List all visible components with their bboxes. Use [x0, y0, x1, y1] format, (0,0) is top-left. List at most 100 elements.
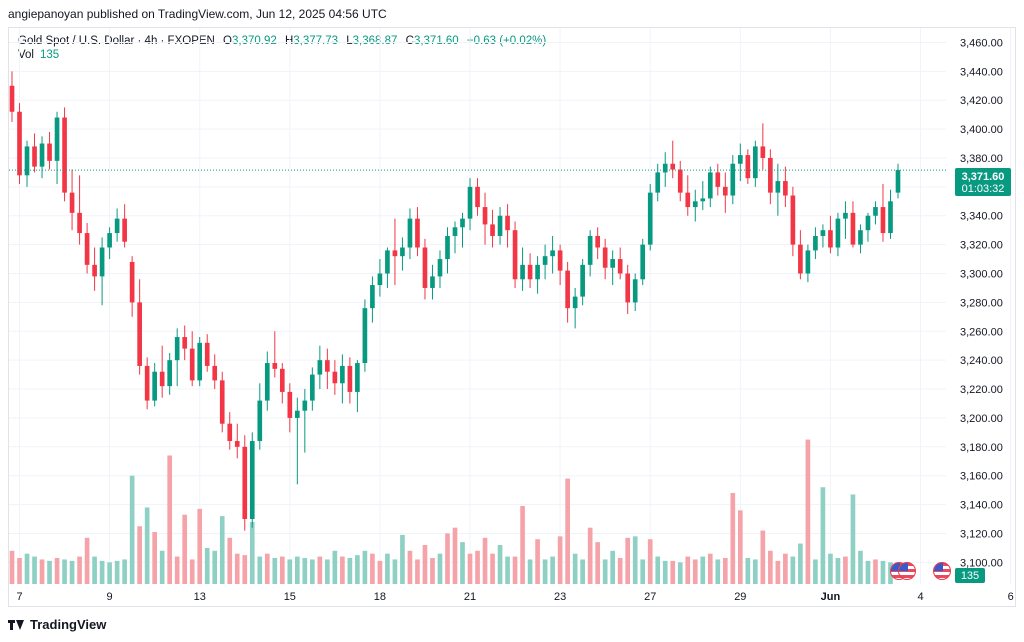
volume-bar [572, 553, 578, 584]
candle-body [505, 215, 510, 231]
symbol-legend[interactable]: Gold Spot / U.S. Dollar · 4h · FXOPEN O3… [18, 33, 546, 49]
low-label: L [346, 35, 353, 47]
x-tick-label: 13 [194, 591, 206, 603]
volume-bar [535, 539, 540, 584]
candle [385, 247, 390, 288]
candle [84, 222, 90, 274]
candle [527, 253, 533, 288]
us-flag-icon[interactable] [898, 562, 916, 580]
candle-body [595, 235, 600, 248]
volume-bar [587, 527, 593, 584]
candle-body [707, 172, 713, 199]
price-badge-countdown: 01:03:32 [962, 183, 1005, 195]
candle-body [385, 250, 390, 274]
candle-body [760, 146, 766, 158]
footer-brand[interactable]: TradingView [8, 617, 106, 632]
volume-bar [700, 556, 706, 584]
candle [542, 244, 548, 280]
candle-body [843, 212, 848, 219]
volume-bar [182, 514, 188, 584]
volume-bar [227, 537, 233, 584]
candle-body [475, 186, 480, 208]
volume-bar [92, 556, 97, 584]
volume-bar [9, 550, 15, 584]
y-tick-label: 3,180.00 [960, 442, 1003, 454]
volume-bar [602, 559, 608, 584]
candles [9, 71, 901, 531]
candle [858, 224, 863, 254]
candle [287, 383, 293, 433]
price-badge-value: 3,371.60 [962, 171, 1005, 183]
candle-body [47, 143, 52, 161]
candle-body [520, 264, 525, 280]
volume-bar [347, 558, 353, 584]
candle-body [835, 218, 841, 248]
candle-body [798, 244, 803, 274]
candle [722, 172, 728, 213]
volume-bar [137, 526, 142, 584]
candle [17, 103, 22, 184]
us-flag-icon[interactable] [933, 562, 951, 580]
volume-bar [302, 558, 308, 584]
volume-bar [377, 560, 383, 584]
candle-body [152, 371, 157, 401]
candle [865, 212, 871, 242]
volume-bar [715, 559, 721, 584]
volume-bar [452, 527, 458, 584]
candle-body [84, 233, 90, 265]
x-tick-label: 23 [554, 591, 566, 603]
volume-bar [490, 553, 495, 584]
candle [340, 354, 345, 404]
symbol-title[interactable]: Gold Spot / U.S. Dollar · 4h · FXOPEN [18, 35, 215, 47]
volume-bar [707, 553, 713, 584]
candle [655, 163, 661, 202]
volume-bar [257, 556, 263, 584]
volume-bar [174, 556, 180, 584]
volume-bar [437, 553, 443, 584]
candle [580, 259, 585, 306]
volume-bar [392, 559, 398, 584]
candle [505, 204, 510, 248]
candle-body [700, 198, 706, 202]
volume-bar [858, 550, 863, 584]
candle-body [452, 227, 458, 236]
candle [730, 155, 736, 205]
volume-bar [640, 559, 646, 584]
volume-bar [332, 550, 338, 584]
candle [692, 189, 698, 222]
volume-bar [407, 550, 413, 584]
candle-body [542, 256, 548, 265]
y-tick-label: 3,220.00 [960, 384, 1003, 396]
candle-body [129, 261, 135, 303]
candle [452, 221, 458, 254]
volume-bar [467, 553, 473, 584]
candle-body [122, 218, 127, 242]
time-axis: 7913151821232729Jun461012 [16, 591, 1013, 603]
open-value: 3,370.92 [232, 35, 277, 47]
candle [835, 212, 841, 257]
candle [294, 397, 300, 485]
candle [234, 423, 240, 459]
candle-body [805, 250, 811, 274]
candle-body [753, 146, 758, 179]
volume-bar [24, 553, 30, 584]
candle-body [715, 172, 721, 187]
candle [602, 238, 608, 280]
candle-body [873, 207, 878, 216]
candle-body [527, 264, 533, 280]
candle [212, 354, 218, 390]
volume-legend[interactable]: Vol 135 [18, 49, 59, 61]
volume-bar [805, 439, 811, 584]
tradingview-logo-icon [8, 619, 24, 631]
volume-bar [17, 558, 22, 584]
volume-bar [497, 545, 503, 584]
price-badge: 3,371.60 01:03:32 [955, 168, 1011, 196]
candle-body [219, 380, 225, 424]
candle [550, 235, 555, 274]
candle-body [310, 374, 315, 401]
candle-body [692, 201, 698, 208]
volume-bar [325, 559, 330, 584]
candle [422, 238, 428, 300]
candle [302, 389, 308, 453]
